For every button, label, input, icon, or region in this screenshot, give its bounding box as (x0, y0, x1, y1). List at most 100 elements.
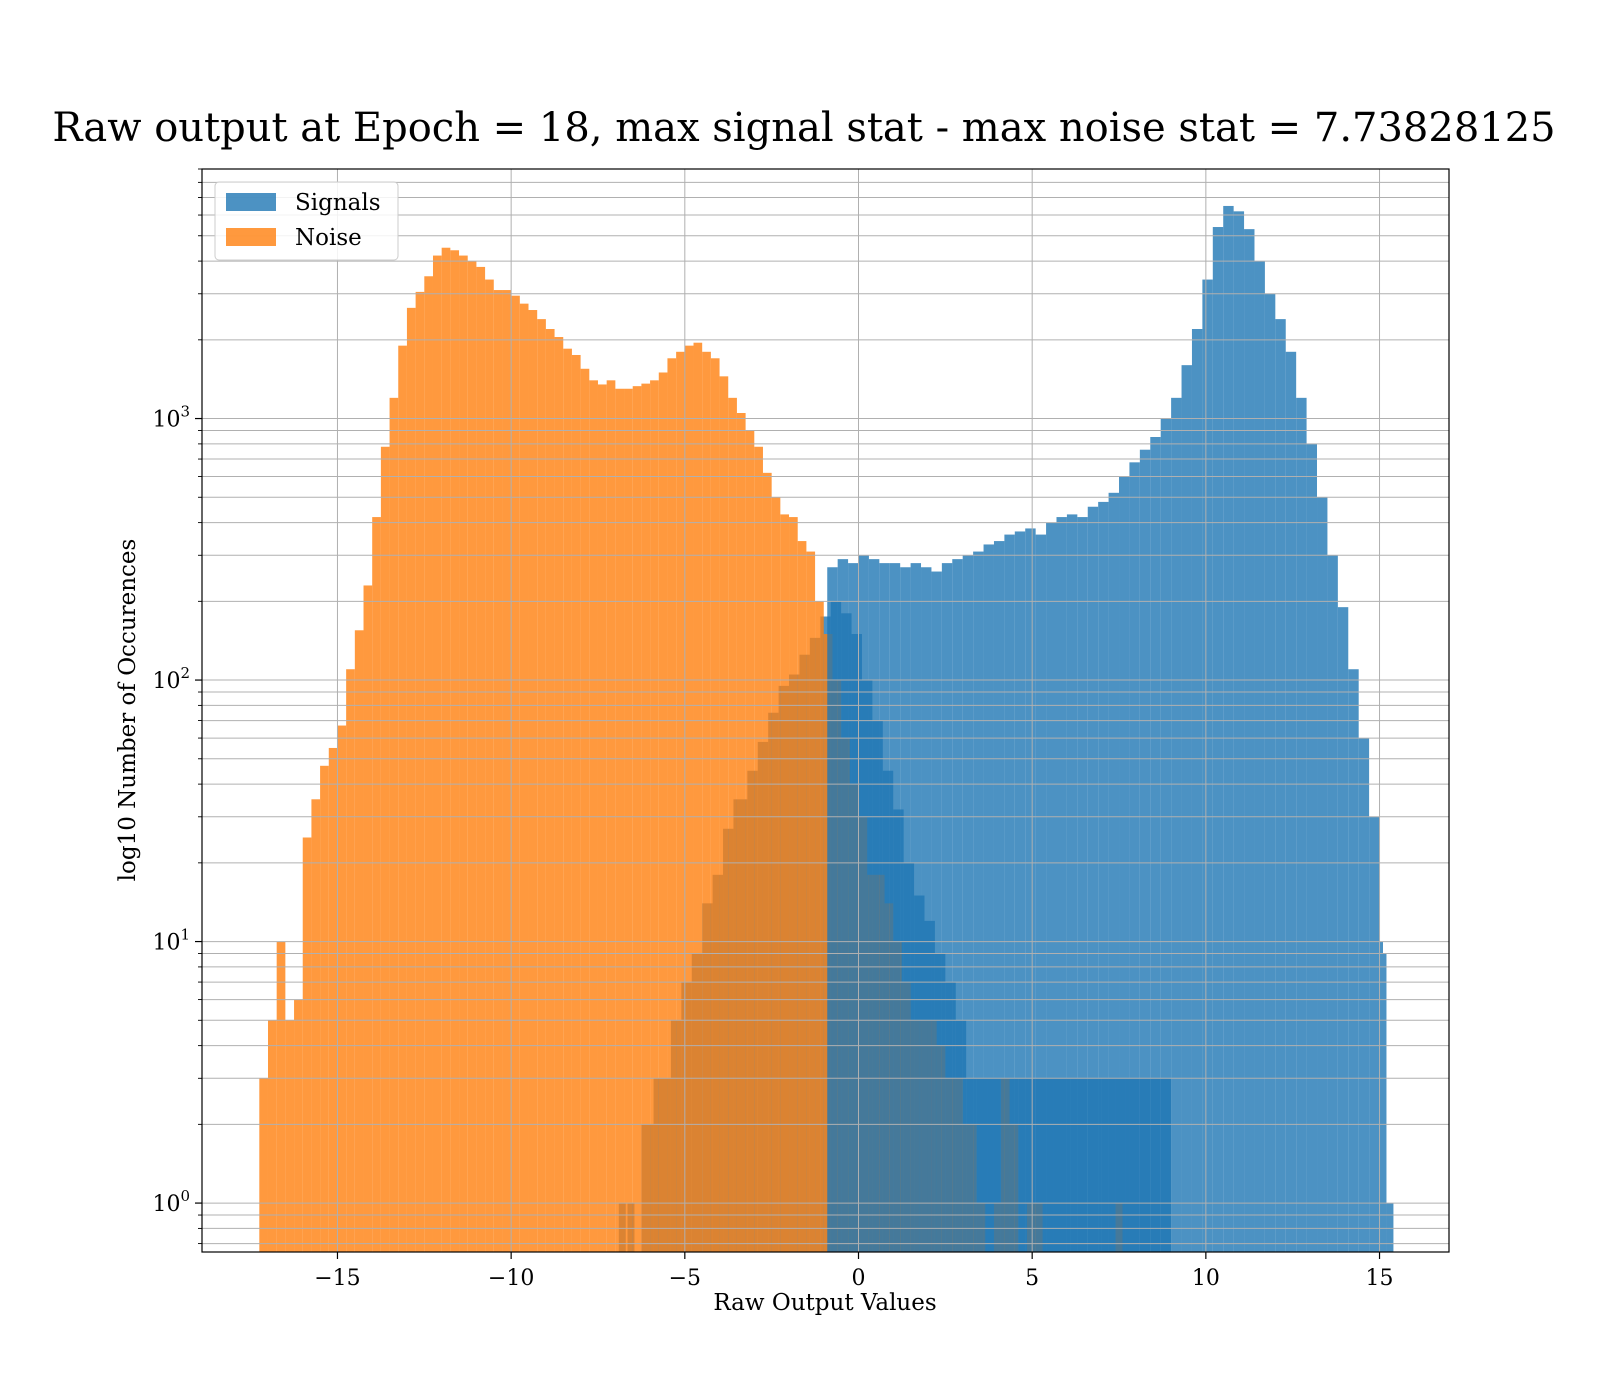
histogram-bar (931, 571, 942, 1252)
histogram-bar (363, 585, 373, 1252)
histogram-bar (259, 1078, 268, 1252)
histogram-bar (624, 388, 633, 1252)
histogram-bar (519, 303, 529, 1252)
histogram-bar (580, 368, 590, 1252)
histogram-bar (771, 497, 781, 1252)
histogram-bar (1233, 211, 1245, 1253)
histogram-bar (983, 544, 994, 1252)
histogram-bar (285, 1020, 295, 1252)
histogram-bar (1264, 293, 1276, 1252)
histogram-bar (545, 329, 555, 1252)
legend-label: Signals (295, 190, 381, 216)
histogram-bar (1383, 953, 1387, 1252)
histogram-bar (450, 250, 460, 1252)
histogram-bar (1306, 443, 1317, 1252)
histogram-bar (973, 551, 984, 1252)
histogram-bar (780, 514, 790, 1252)
histogram-bar (858, 555, 869, 1252)
y-axis-label: log10 Number of Occurences (115, 539, 141, 882)
histogram-bar (1108, 492, 1120, 1252)
histogram-bar (1098, 501, 1109, 1252)
x-tick-label: 0 (851, 1266, 865, 1291)
histogram-bar (372, 517, 381, 1252)
histogram-bar (1004, 534, 1015, 1252)
histogram-bar (320, 765, 329, 1252)
histogram-bar (900, 567, 911, 1252)
histogram-bar (406, 307, 416, 1252)
histogram-bar (710, 358, 720, 1252)
histogram-bar (641, 383, 651, 1252)
histogram-bar (415, 291, 425, 1252)
histogram-bar (302, 837, 312, 1252)
histogram-bar (736, 413, 746, 1252)
histogram-bar (1254, 261, 1265, 1253)
histogram-bar (684, 345, 694, 1252)
histogram-bar (1119, 476, 1130, 1252)
legend: Signals Noise (214, 181, 399, 261)
histogram-bar (1285, 351, 1297, 1252)
histogram-bar (563, 348, 572, 1252)
histogram-bar (827, 567, 838, 1252)
histogram-bar (1244, 229, 1255, 1252)
histogram-bar (1191, 329, 1203, 1252)
histogram-bar (868, 559, 880, 1252)
histogram-bar (1386, 1203, 1394, 1252)
y-tick-label: 103 (152, 403, 190, 433)
histogram-bar (1202, 279, 1213, 1252)
histogram-bar (650, 380, 659, 1253)
plot-frame (201, 168, 1450, 1253)
histogram-bar (615, 388, 625, 1252)
histogram-bar (597, 384, 607, 1253)
histogram-bar (537, 319, 546, 1252)
histogram-bar (511, 295, 520, 1252)
histogram-bar (1056, 517, 1067, 1252)
histogram-bar (485, 279, 494, 1252)
histogram-bar (1150, 437, 1161, 1252)
histogram-bar (1275, 319, 1286, 1252)
histogram-bar (993, 541, 1005, 1252)
histogram-bar (1160, 418, 1172, 1252)
histogram-bar (1296, 397, 1307, 1253)
histogram-bar (441, 247, 451, 1253)
histogram-bar (837, 559, 849, 1252)
histogram-bar (311, 799, 321, 1252)
histogram-bar (606, 380, 616, 1253)
histogram-bar (276, 941, 286, 1252)
histogram-bar (1212, 227, 1224, 1252)
histogram-bar (632, 386, 642, 1252)
histogram-bar (346, 669, 355, 1252)
histogram-bar (667, 358, 677, 1252)
histogram-bar (806, 551, 816, 1252)
legend-swatch (226, 228, 276, 246)
chart-title: Raw output at Epoch = 18, max signal sta… (52, 105, 1555, 151)
y-tick-label: 100 (152, 1187, 190, 1217)
x-tick-label: −15 (314, 1266, 360, 1291)
histogram-bar (554, 337, 564, 1252)
grid (202, 168, 1449, 1252)
histogram-bar (745, 430, 755, 1252)
histogram-bar (380, 446, 390, 1252)
x-tick-label: 10 (1192, 1266, 1220, 1291)
histogram-bar (389, 397, 399, 1253)
histogram-bar (1337, 607, 1349, 1252)
histogram-bar (1077, 517, 1088, 1252)
histogram-bar (1327, 555, 1338, 1252)
histogram-bar (1348, 669, 1359, 1252)
histogram-bar (910, 563, 922, 1252)
histogram-bar (797, 541, 807, 1252)
histogram-bar (502, 290, 512, 1252)
histogram-bar (848, 563, 859, 1252)
series-2 (827, 205, 1394, 1253)
x-tick-label: 5 (1025, 1266, 1039, 1291)
histogram-bar (1035, 534, 1047, 1252)
histogram-bar (337, 725, 347, 1252)
histogram-bar (676, 351, 685, 1252)
y-axis: 100 101 102 103 (152, 168, 202, 1245)
y-tick-label: 102 (152, 664, 190, 694)
histogram-bar (941, 563, 953, 1252)
histogram-bar (754, 446, 763, 1252)
histogram-bar (1139, 449, 1151, 1253)
histogram-bar (1014, 531, 1026, 1252)
histogram-bar (1223, 205, 1234, 1253)
